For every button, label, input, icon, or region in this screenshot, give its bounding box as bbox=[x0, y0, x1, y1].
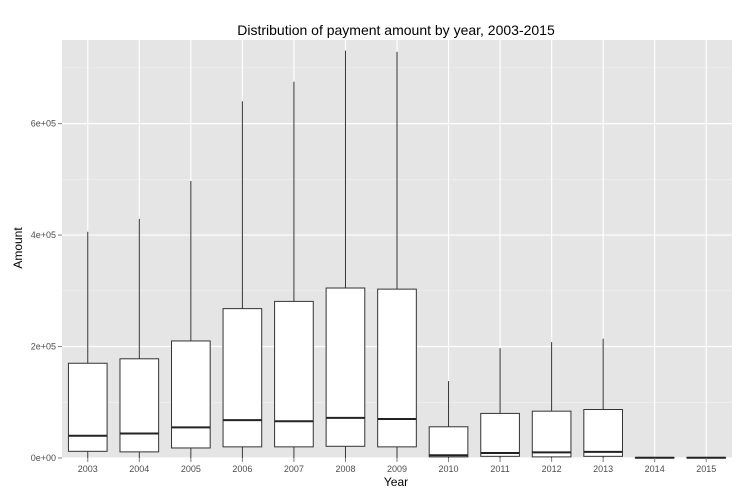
box-body bbox=[583, 409, 623, 457]
x-axis-title: Year bbox=[384, 475, 408, 489]
box-2011 bbox=[480, 348, 520, 458]
box-2014 bbox=[634, 456, 675, 459]
x-tick-label: 2007 bbox=[284, 464, 304, 474]
x-tick-label: 2011 bbox=[490, 464, 509, 474]
box-2003 bbox=[67, 231, 108, 458]
box-2010 bbox=[428, 381, 469, 458]
x-tick-label: 2009 bbox=[387, 464, 407, 474]
box-2006 bbox=[222, 101, 263, 458]
x-tick-label: 2008 bbox=[335, 464, 355, 474]
y-tick-label: 4e+05 bbox=[31, 230, 56, 240]
x-tick-label: 2010 bbox=[439, 464, 459, 474]
box-2004 bbox=[119, 218, 160, 458]
box-body bbox=[119, 358, 160, 453]
x-axis-ticks: 2003 2004 2005 2006 2007 2008 2009 2010 2011 2012… bbox=[78, 458, 716, 474]
box-2015 bbox=[686, 456, 727, 459]
y-tick-label: 2e+05 bbox=[31, 342, 56, 352]
y-axis-title: Amount bbox=[11, 227, 25, 269]
box-2013 bbox=[583, 338, 623, 458]
x-tick-label: 2006 bbox=[232, 464, 252, 474]
box-body bbox=[480, 412, 520, 457]
y-tick-label: 6e+05 bbox=[31, 119, 56, 129]
box-body bbox=[531, 410, 572, 458]
box-body bbox=[325, 287, 366, 447]
box-2012 bbox=[531, 342, 572, 458]
box-body bbox=[377, 288, 417, 448]
box-2009 bbox=[377, 51, 417, 458]
box-body bbox=[274, 300, 314, 448]
x-tick-label: 2005 bbox=[181, 464, 201, 474]
x-tick-label: 2012 bbox=[542, 464, 562, 474]
x-tick-label: 2003 bbox=[78, 464, 98, 474]
y-tick-label: 0e+00 bbox=[31, 453, 56, 463]
x-tick-label: 2004 bbox=[129, 464, 149, 474]
y-axis-ticks: 0e+00 2e+05 4e+05 6e+05 bbox=[31, 119, 62, 463]
box-series bbox=[67, 50, 727, 459]
box-body bbox=[67, 362, 108, 452]
x-tick-label: 2015 bbox=[696, 464, 716, 474]
x-tick-label: 2014 bbox=[645, 464, 665, 474]
x-tick-label: 2013 bbox=[593, 464, 613, 474]
box-2007 bbox=[274, 81, 314, 458]
box-body bbox=[222, 308, 263, 448]
box-2008 bbox=[325, 50, 366, 458]
box-body bbox=[171, 340, 211, 449]
box-body bbox=[428, 426, 469, 458]
chart-title: Distribution of payment amount by year, … bbox=[237, 22, 555, 38]
box-2005 bbox=[171, 181, 211, 458]
